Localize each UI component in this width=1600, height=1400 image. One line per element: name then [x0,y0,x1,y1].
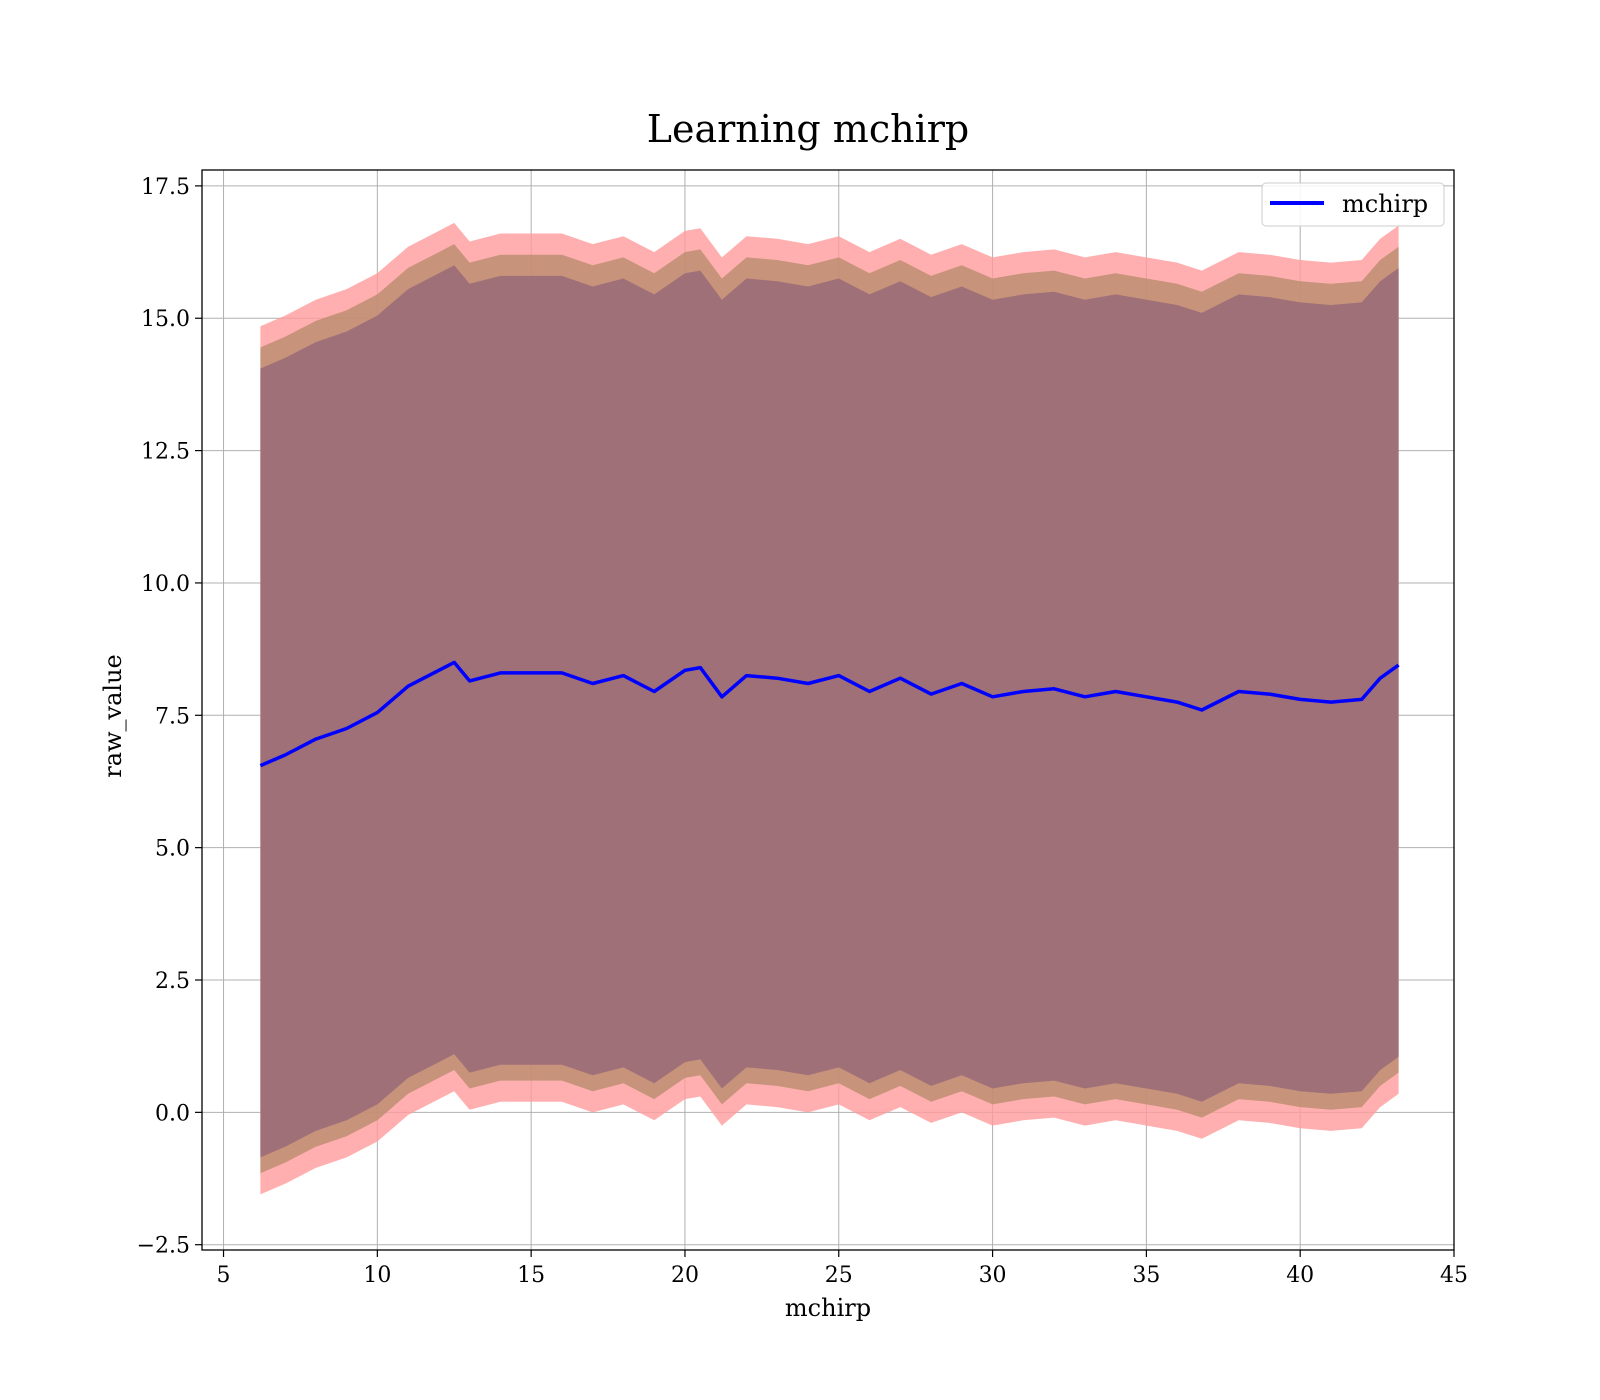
x-tick-label: 20 [671,1263,699,1288]
x-axis-ticks: 5 10 15 20 25 30 35 40 45 [217,1250,1468,1288]
plot-frame [201,169,1455,1251]
x-tick-label: 5 [217,1263,231,1288]
uncertainty-band [260,265,1399,1158]
band-layer [260,222,1399,1195]
legend-label-mchirp: mchirp [1342,190,1428,218]
y-axis-label: raw_value [99,654,127,778]
x-tick-label: 35 [1132,1263,1160,1288]
x-tick-label: 45 [1440,1263,1468,1288]
y-tick-label: 17.5 [141,175,190,200]
chart-title: Learning mchirp [647,107,969,151]
x-tick-label: 40 [1286,1263,1314,1288]
x-tick-label: 30 [979,1263,1007,1288]
y-tick-label: 0.0 [155,1101,190,1126]
y-axis-ticks: −2.5 0.0 2.5 5.0 7.5 10.0 12.5 15.0 17.5 [137,175,202,1259]
y-tick-label: 7.5 [155,704,190,729]
y-tick-label: 5.0 [155,837,190,862]
x-tick-label: 25 [825,1263,853,1288]
series-line-mchirp [259,660,1400,768]
x-axis-label: mchirp [785,1294,871,1322]
legend-box [1261,182,1445,227]
legend: mchirp [1261,182,1445,227]
y-tick-label: 12.5 [141,440,190,465]
x-tick-label: 10 [363,1263,391,1288]
y-tick-label: 2.5 [155,969,190,994]
line-layer [259,660,1400,768]
y-tick-label: 10.0 [141,572,190,597]
y-tick-label: 15.0 [141,307,190,332]
x-tick-label: 15 [517,1263,545,1288]
y-tick-label: −2.5 [137,1234,190,1259]
